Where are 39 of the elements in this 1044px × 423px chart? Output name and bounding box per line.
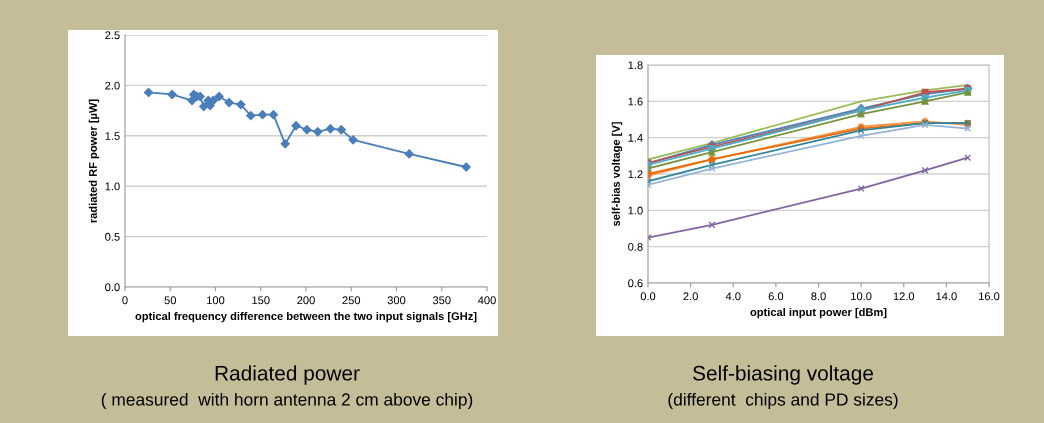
x-tick-label: 150: [252, 296, 270, 305]
x-tick-label: 50: [164, 296, 176, 305]
x-tick-label: 4.0: [725, 292, 741, 301]
x-tick-label: 12.0: [893, 292, 915, 301]
x-tick-label: 300: [387, 296, 406, 305]
y-tick-label: 1.6: [628, 97, 643, 106]
y-tick-label: 1.0: [105, 182, 120, 191]
x-tick-label: 400: [477, 296, 496, 305]
y-axis-title: radiated RF power [µW]: [88, 99, 100, 223]
text: ( measured with horn antenna 2 cm above chip): [101, 392, 473, 410]
x-tick-label: 0: [122, 296, 128, 305]
x-tick-label: 6.0: [768, 292, 784, 301]
x-axis-title: optical frequency difference between the two input signals [GHz]: [135, 311, 477, 323]
y-tick-label: 0.5: [105, 232, 120, 241]
y-tick-label: 0.6: [628, 279, 643, 288]
y-tick-label: 1.4: [628, 134, 643, 142]
x-tick-label: 250: [342, 296, 361, 305]
text: Self-biasing voltage: [693, 365, 873, 385]
y-axis-title: self-bias voltage [V]: [611, 122, 623, 227]
x-tick-label: 100: [207, 296, 225, 305]
x-tick-label: 8.0: [811, 292, 826, 301]
y-tick-label: 0.0: [105, 283, 120, 292]
x-tick-label: 14.0: [936, 292, 957, 301]
x-tick-label: 2.0: [683, 292, 698, 301]
y-tick-label: 2.0: [105, 81, 120, 90]
y-tick-label: 0.8: [628, 242, 643, 251]
y-tick-label: 1.5: [105, 132, 120, 140]
x-tick-label: 16.0: [979, 292, 1000, 301]
text: Radiated power: [215, 365, 360, 385]
y-tick-label: 2.5: [105, 31, 120, 40]
x-axis-title: optical input power [dBm]: [750, 307, 887, 319]
y-tick-label: 1.8: [628, 61, 643, 70]
text: (different chips and PD sizes): [668, 392, 898, 410]
x-tick-label: 200: [297, 296, 315, 305]
y-tick-label: 1.0: [628, 206, 643, 215]
y-tick-label: 1.2: [628, 170, 643, 179]
x-tick-label: 350: [432, 296, 451, 305]
x-tick-label: 0.0: [640, 292, 656, 301]
x-tick-label: 10.0: [851, 292, 872, 301]
